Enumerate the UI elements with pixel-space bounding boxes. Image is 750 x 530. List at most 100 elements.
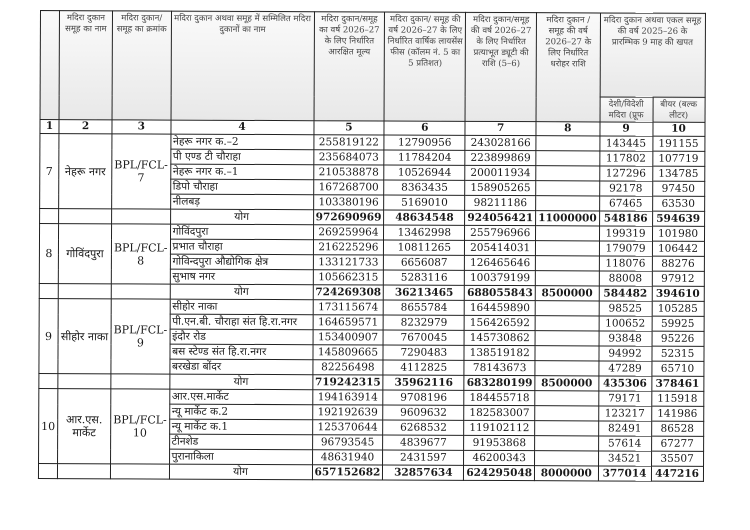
header-license-fee: मदिरा दुकान/ समूह की वर्ष 2026–27 के लिए… <box>384 12 466 122</box>
group-serial: 8 <box>39 223 59 284</box>
total-liquor-consumption: 548186 <box>599 210 653 227</box>
header-reserve-price: मदिरा दुकान/समूह का वर्ष 2026–27 के लिए … <box>313 11 385 122</box>
earnest-money <box>536 135 600 151</box>
beer-consumption: 106442 <box>651 241 705 257</box>
earnest-money <box>535 165 600 181</box>
reserve-price: 145809665 <box>312 344 384 361</box>
license-fee: 13462998 <box>383 225 465 241</box>
license-fee: 6268532 <box>382 420 465 436</box>
header-guaranteed-duty: मदिरा दुकान/समूह की वर्ष 2026–27 के लिए … <box>465 12 537 122</box>
reserve-price: 48631940 <box>312 449 383 466</box>
reserve-price: 192192639 <box>312 404 384 421</box>
header-country-foreign-liquor: देशी/विदेशी मदिरा (प्रूफ <box>599 96 653 123</box>
empty-cell <box>58 208 112 224</box>
guaranteed-duty: 91953868 <box>463 435 535 451</box>
liquor-consumption: 179079 <box>598 240 653 257</box>
reserve-price: 173115674 <box>312 299 384 316</box>
license-fee: 8232979 <box>383 315 465 331</box>
column-number: 2 <box>58 119 113 134</box>
license-fee: 4839677 <box>382 435 464 451</box>
shop-name: बरखेडा बोंदर <box>169 359 313 375</box>
shop-name: गोविंदपुरा <box>170 224 314 240</box>
license-fee: 8655784 <box>383 300 465 316</box>
total-row: योग 657152682 32857634 624295048 8000000 3770… <box>38 463 704 482</box>
total-earnest-money: 8500000 <box>535 285 599 301</box>
table-row: 7 नेहरू नगर BPL/FCL-7 नेहरू नगर क.–2 2558191… <box>39 133 705 210</box>
total-license-fee: 32857634 <box>382 465 464 481</box>
beer-consumption: 63530 <box>652 196 705 212</box>
reserve-price: 125370644 <box>312 419 384 436</box>
column-number: 7 <box>465 121 537 136</box>
group-serial: 9 <box>38 298 59 374</box>
liquor-consumption: 100652 <box>598 315 652 332</box>
column-number: 8 <box>536 121 600 136</box>
shop-name: डिपो चौराहा <box>170 179 314 195</box>
group-name: सीहोर नाका <box>57 298 112 374</box>
beer-consumption: 97912 <box>651 271 704 287</box>
liquor-consumption: 118076 <box>598 255 652 272</box>
total-earnest-money: 8500000 <box>534 375 599 391</box>
earnest-money <box>535 315 599 331</box>
earnest-money <box>534 390 599 406</box>
header-group-code: मदिरा दुकान/ समूह का क्रमांक <box>112 10 172 121</box>
guaranteed-duty: 46200343 <box>463 450 535 466</box>
reserve-price: 82256498 <box>312 359 384 376</box>
total-beer-consumption: 378461 <box>651 376 704 392</box>
total-label: योग <box>169 284 313 300</box>
liquor-consumption: 47289 <box>598 360 652 377</box>
reserve-price: 133121733 <box>312 254 384 271</box>
reserve-price: 103380196 <box>313 194 385 211</box>
guaranteed-duty: 100379199 <box>464 270 536 286</box>
group-code: BPL/FCL-7 <box>111 133 171 210</box>
liquor-consumption: 34521 <box>598 450 652 467</box>
earnest-money <box>535 225 600 241</box>
guaranteed-duty: 184455718 <box>464 390 535 406</box>
earnest-money <box>535 195 600 211</box>
earnest-money <box>535 180 600 196</box>
guaranteed-duty: 138519182 <box>464 345 536 361</box>
liquor-consumption: 94992 <box>598 345 652 362</box>
table-row: 9 सीहोर नाका BPL/FCL-9 सीहोर नाका 173115674 8… <box>38 298 704 375</box>
earnest-money <box>535 270 599 286</box>
liquor-consumption: 127296 <box>599 165 653 182</box>
column-number: 3 <box>111 119 171 135</box>
shop-name: आर.एस.मार्केट <box>169 389 313 405</box>
total-liquor-consumption: 377014 <box>598 465 652 482</box>
column-number: 10 <box>652 122 705 137</box>
liquor-consumption: 143445 <box>599 135 653 152</box>
group-serial: 7 <box>39 133 59 209</box>
shop-name: नेहरू नगर क.–2 <box>170 134 314 150</box>
group-name: नेहरू नगर <box>58 133 112 209</box>
reserve-price: 167268700 <box>313 179 385 196</box>
column-number: 9 <box>599 121 653 137</box>
license-fee: 7290483 <box>383 345 465 361</box>
license-fee: 5169010 <box>383 195 466 211</box>
total-reserve-price: 719242315 <box>312 374 384 391</box>
liquor-consumption: 88008 <box>598 270 652 287</box>
reserve-price: 194163914 <box>312 389 384 406</box>
empty-cell <box>110 463 170 480</box>
reserve-price: 153400907 <box>312 329 384 346</box>
reserve-price: 96793545 <box>312 434 383 451</box>
license-fee: 6656087 <box>383 255 465 271</box>
beer-consumption: 101980 <box>652 226 705 242</box>
beer-consumption: 107719 <box>652 151 705 167</box>
shop-name: गोविन्दपुरा औद्योगिक क्षेत्र <box>169 254 314 270</box>
earnest-money <box>535 330 599 346</box>
empty-cell <box>57 373 111 389</box>
liquor-consumption: 199319 <box>599 225 653 242</box>
empty-cell <box>38 373 58 389</box>
reserve-price: 235684073 <box>313 149 385 166</box>
empty-cell <box>110 373 170 390</box>
beer-consumption: 59925 <box>651 316 704 332</box>
liquor-shop-groups-table: मदिरा दुकान समूह का नाम मदिरा दुकान/ समू… <box>38 10 706 482</box>
guaranteed-duty: 145730862 <box>464 330 536 346</box>
guaranteed-duty: 255796966 <box>464 225 536 241</box>
table-row: 8 गोविंदपुरा BPL/FCL-8 गोविंदपुरा 269259964 1… <box>39 223 705 285</box>
group-code: BPL/FCL-10 <box>110 388 170 465</box>
earnest-money <box>535 360 599 376</box>
beer-consumption: 134785 <box>652 166 705 182</box>
guaranteed-duty: 98211186 <box>464 195 536 211</box>
guaranteed-duty: 119102112 <box>463 420 535 436</box>
beer-consumption: 88276 <box>651 256 704 272</box>
